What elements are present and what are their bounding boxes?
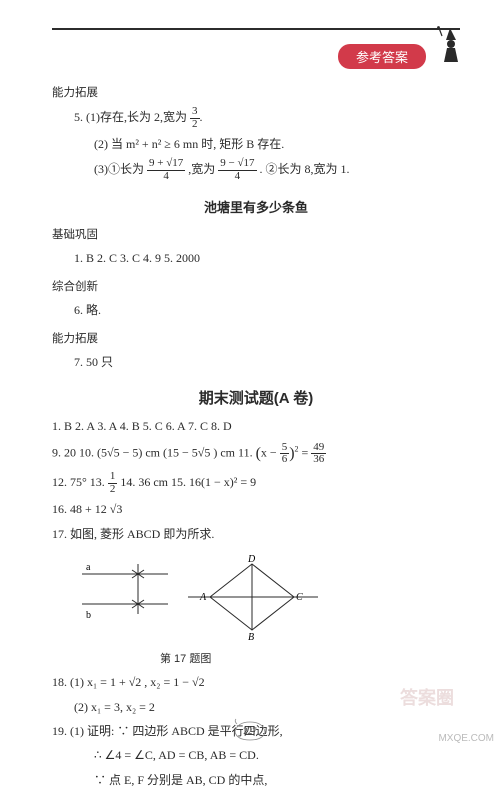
page-number-badge: 227: [233, 718, 267, 742]
final-l7c: ∵ 点 E, F 分别是 AB, CD 的中点,: [94, 770, 460, 790]
basic-answers: 1. B 2. C 3. C 4. 9 5. 2000: [74, 248, 460, 268]
lbl-B: B: [248, 632, 254, 642]
lbl-C: C: [296, 592, 303, 603]
section-innov: 综合创新: [52, 278, 460, 294]
header-rule: [52, 28, 460, 30]
wizard-icon: [436, 26, 466, 66]
title-pond: 池塘里有多少条鱼: [52, 197, 460, 216]
final-l5: 17. 如图, 菱形 ABCD 即为所求.: [52, 524, 460, 544]
lbl-a: a: [86, 562, 91, 573]
final-l1: 1. B 2. A 3. A 4. B 5. C 6. A 7. C 8. D: [52, 416, 460, 436]
final-l2-lfrac: 5 6: [280, 442, 290, 466]
watermark-2: MXQE.COM: [438, 733, 494, 744]
q5-p1-frac: 3 2: [190, 106, 200, 130]
title-final: 期末测试题(A 卷): [52, 387, 460, 408]
fig17-caption: 第 17 题图: [160, 650, 460, 666]
q17-diagram: a b D A C B: [72, 552, 460, 646]
q5-part1: 5. (1)存在,长为 2,宽为 3 2 .: [74, 106, 460, 130]
innov-answers: 6. 略.: [74, 300, 460, 320]
q5-num: 5.: [74, 110, 83, 124]
final-l6: 18. (1) x₁ = 1 + √2 , x₂ = 1 − √2: [52, 672, 460, 692]
final-l3: 12. 75° 13. 1 2 14. 36 cm 15. 16(1 − x)²…: [52, 471, 460, 495]
q5-part2: (2) 当 m² + n² ≥ 6 mn 时, 矩形 B 存在.: [94, 134, 460, 154]
final-l2-rfrac: 49 36: [311, 442, 326, 466]
section-ability-1: 能力拓展: [52, 84, 460, 100]
answers-tab: 参考答案: [338, 44, 426, 69]
q5-p1-text: (1)存在,长为 2,宽为: [86, 110, 187, 124]
ability2-answers: 7. 50 只: [74, 352, 460, 372]
final-l7b: ∴ ∠4 = ∠C, AD = CB, AB = CD.: [94, 745, 460, 765]
lbl-A: A: [199, 592, 207, 603]
watermark-1: 答案圈: [400, 684, 454, 710]
q5-p3-frac1: 9 + √17 4: [147, 158, 185, 182]
page-number: 227: [243, 726, 257, 736]
page-header: 参考答案: [52, 28, 460, 72]
section-ability-2: 能力拓展: [52, 330, 460, 346]
final-l4: 16. 48 + 12 √3: [52, 499, 460, 519]
lbl-D: D: [247, 554, 256, 565]
final-l3-frac: 1 2: [108, 471, 118, 495]
q5-part3: (3)①长为 9 + √17 4 ,宽为 9 − √17 4 . ②长为 8,宽…: [94, 158, 460, 182]
section-basic: 基础巩固: [52, 226, 460, 242]
q5-p3-frac2: 9 − √17 4: [218, 158, 256, 182]
lbl-b: b: [86, 610, 91, 621]
final-l2: 9. 20 10. (5√5 − 5) cm (15 − 5√5 ) cm 11…: [52, 440, 460, 467]
